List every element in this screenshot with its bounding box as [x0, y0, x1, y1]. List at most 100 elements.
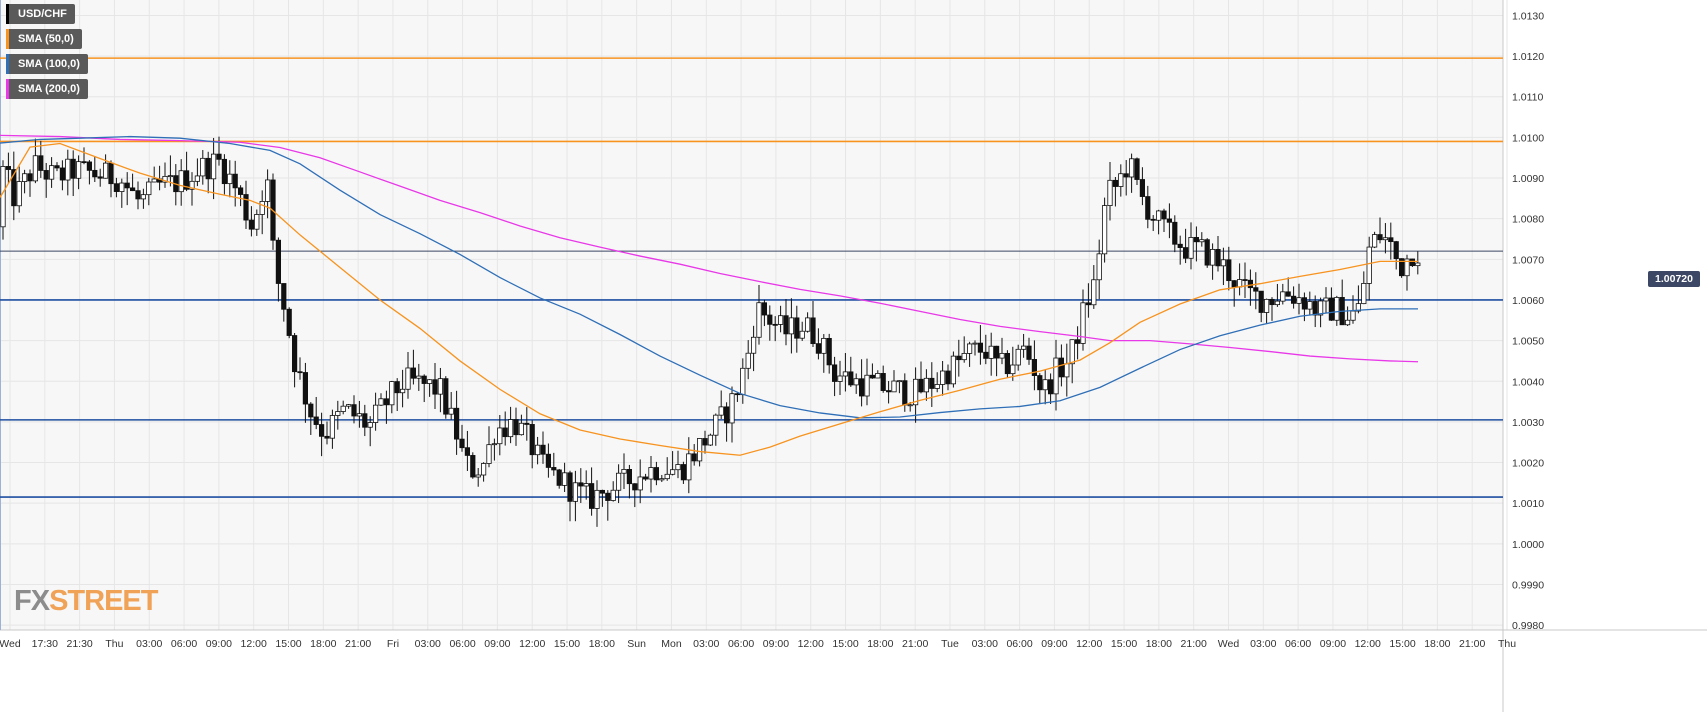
candle	[994, 345, 1000, 359]
candle	[248, 219, 254, 230]
candle	[545, 453, 552, 468]
candle	[43, 170, 49, 180]
candle	[1318, 300, 1324, 316]
candle	[1075, 339, 1081, 344]
candle	[92, 169, 98, 178]
candle	[1069, 339, 1075, 365]
candle	[756, 302, 762, 338]
x-tick-label: 03:00	[972, 638, 998, 650]
x-tick-label: 12:00	[519, 638, 545, 650]
candle	[713, 414, 719, 436]
candle	[1096, 253, 1102, 281]
candle	[734, 393, 741, 396]
candle	[535, 444, 541, 456]
x-tick-label: Wed	[0, 638, 21, 650]
y-tick-label: 1.0090	[1512, 173, 1544, 185]
candle	[1285, 291, 1291, 297]
candle	[1345, 319, 1351, 326]
legend-item-sma50[interactable]: SMA (50,0)	[6, 29, 82, 49]
candle	[556, 469, 562, 486]
candle	[27, 173, 33, 182]
candle	[297, 371, 303, 374]
x-tick-label: 21:30	[66, 638, 92, 650]
candle	[227, 173, 233, 185]
x-tick-label: Tue	[941, 638, 959, 650]
candle	[875, 373, 881, 379]
legend-item-sma100[interactable]: SMA (100,0)	[6, 54, 88, 74]
candle	[1296, 297, 1302, 304]
y-tick-label: 1.0030	[1512, 417, 1544, 429]
y-tick-label: 0.9980	[1512, 620, 1544, 632]
candle	[610, 489, 616, 501]
candle	[923, 377, 930, 393]
candle	[394, 381, 400, 394]
sma-50-line	[0, 142, 1418, 456]
candle	[1150, 218, 1156, 221]
candle	[1274, 300, 1280, 306]
candle	[751, 336, 757, 354]
candle	[1404, 258, 1410, 277]
candle	[956, 355, 962, 361]
candle	[653, 467, 660, 481]
candle	[562, 472, 568, 486]
candle	[1004, 352, 1011, 375]
candle	[1156, 210, 1162, 221]
candle	[1312, 301, 1318, 316]
x-tick-label: Thu	[1498, 638, 1516, 650]
candle	[853, 378, 859, 386]
candle	[1123, 173, 1129, 178]
candle	[351, 404, 357, 417]
candle	[1258, 290, 1264, 313]
candle	[724, 406, 730, 424]
candle	[1031, 359, 1037, 376]
x-tick-label: 06:00	[728, 638, 754, 650]
candle	[237, 187, 244, 195]
x-tick-label: 18:00	[1146, 638, 1172, 650]
candle	[232, 173, 238, 189]
logo-fx: FX	[14, 585, 50, 617]
candle	[589, 483, 595, 509]
candle	[848, 371, 854, 386]
x-tick-label: 15:00	[832, 638, 858, 650]
candle	[967, 343, 973, 354]
candle	[97, 176, 103, 179]
candle	[254, 214, 260, 230]
candle	[513, 419, 519, 436]
candle	[259, 201, 265, 215]
x-tick-label: Wed	[1218, 638, 1240, 650]
candle	[1091, 279, 1097, 306]
candle	[961, 353, 967, 361]
candle	[1393, 241, 1399, 260]
candle	[670, 469, 676, 475]
candle	[988, 345, 994, 359]
candle	[1188, 237, 1194, 259]
candle	[1399, 258, 1405, 277]
candle	[1323, 297, 1329, 302]
candle	[821, 337, 827, 354]
candle	[1220, 259, 1226, 267]
candle	[799, 330, 805, 339]
legend-item-sma200[interactable]: SMA (200,0)	[6, 79, 88, 99]
candle	[1118, 173, 1124, 187]
x-tick-label: 03:00	[415, 638, 441, 650]
x-tick-label: Thu	[105, 638, 123, 650]
legend-label: SMA (200,0)	[18, 83, 80, 95]
x-tick-label: 18:00	[310, 638, 336, 650]
candle	[1210, 248, 1216, 266]
candle	[324, 435, 330, 439]
legend-item-usdchf[interactable]: USD/CHF	[6, 4, 75, 24]
candle	[108, 162, 114, 185]
candle	[540, 444, 546, 455]
candle	[378, 398, 384, 406]
x-tick-label: 18:00	[1424, 638, 1450, 650]
x-tick-label: 09:00	[206, 638, 232, 650]
candle	[637, 476, 643, 491]
candle	[38, 155, 44, 171]
x-tick-label: 03:00	[1250, 638, 1276, 650]
candle	[815, 343, 822, 354]
candle	[1242, 279, 1248, 281]
candle	[302, 372, 309, 405]
x-tick-label: 18:00	[867, 638, 893, 650]
